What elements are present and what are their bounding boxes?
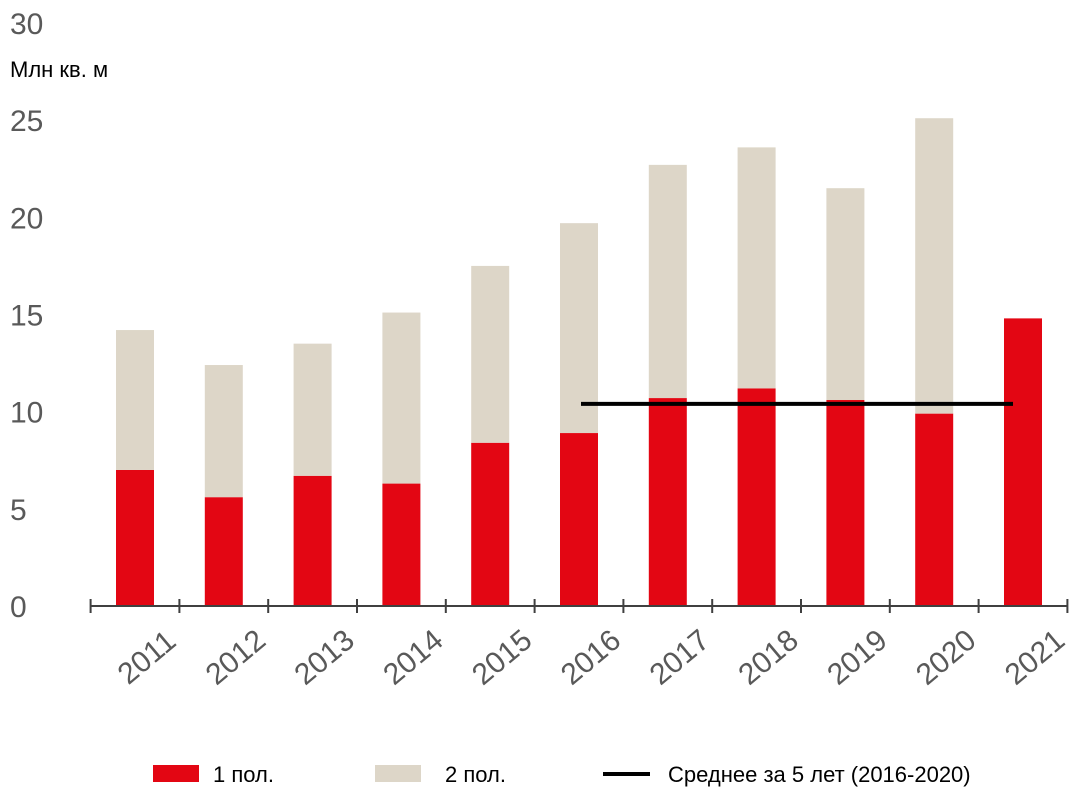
bar-2021-series-1 bbox=[1004, 318, 1042, 606]
x-tick-label-2016: 2016 bbox=[555, 623, 627, 691]
y-tick-label-5: 5 bbox=[10, 494, 27, 527]
bar-2011-series-1 bbox=[116, 469, 154, 606]
bar-2012-series-2 bbox=[204, 365, 243, 498]
x-tick-label-2018: 2018 bbox=[732, 623, 804, 691]
y-axis-ticks: 0 5 10 15 20 25 30 bbox=[10, 8, 43, 624]
x-tick-label-2012: 2012 bbox=[200, 623, 272, 691]
y-tick-label-15: 15 bbox=[10, 300, 43, 333]
bar-2018-series-2 bbox=[737, 147, 776, 389]
legend-swatch-series-1 bbox=[153, 765, 199, 782]
bar-2020-series-2 bbox=[915, 118, 954, 414]
x-tick-label-2014: 2014 bbox=[377, 623, 449, 691]
y-tick-label-20: 20 bbox=[10, 202, 43, 235]
legend-swatch-series-2 bbox=[375, 765, 421, 782]
bar-2014-series-1 bbox=[382, 483, 421, 606]
y-tick-label-30: 30 bbox=[10, 8, 43, 41]
bar-2013-series-1 bbox=[293, 475, 332, 606]
bar-2018-series-1 bbox=[737, 388, 776, 606]
bar-2019-series-1 bbox=[826, 400, 865, 606]
x-axis: 2011 2012 2013 2014 2015 2016 2017 2018 2019 2020… bbox=[89, 599, 1071, 692]
x-tick-label-2021: 2021 bbox=[999, 623, 1071, 691]
x-tick-label-2019: 2019 bbox=[821, 623, 893, 691]
bar-2016-series-1 bbox=[560, 433, 598, 606]
legend-label-series-1: 1 пол. bbox=[213, 762, 274, 787]
bar-2014-series-2 bbox=[382, 312, 421, 484]
bar-2012-series-1 bbox=[204, 497, 243, 606]
bar-2013-series-2 bbox=[293, 343, 332, 476]
bar-2011-series-2 bbox=[116, 330, 154, 470]
x-tick-label-2013: 2013 bbox=[288, 623, 360, 691]
legend-label-average-line: Среднее за 5 лет (2016-2020) bbox=[668, 762, 971, 787]
y-tick-label-25: 25 bbox=[10, 105, 43, 138]
x-tick-label-2017: 2017 bbox=[644, 623, 716, 691]
bars bbox=[116, 118, 1042, 606]
bar-2020-series-1 bbox=[915, 413, 954, 606]
legend: 1 пол. 2 пол. Среднее за 5 лет (2016-202… bbox=[153, 762, 971, 787]
y-tick-label-10: 10 bbox=[10, 397, 43, 430]
bar-2015-series-1 bbox=[471, 442, 510, 606]
bar-2017-series-1 bbox=[648, 398, 687, 606]
bar-2016-series-2 bbox=[560, 223, 598, 434]
bar-2019-series-2 bbox=[826, 188, 865, 401]
y-tick-label-0: 0 bbox=[10, 591, 27, 624]
y-axis-unit-label: Млн кв. м bbox=[10, 57, 108, 82]
x-tick-label-2015: 2015 bbox=[466, 623, 538, 691]
bar-2017-series-2 bbox=[648, 164, 687, 399]
legend-label-series-2: 2 пол. bbox=[445, 762, 506, 787]
x-tick-label-2020: 2020 bbox=[910, 623, 982, 691]
bar-2015-series-2 bbox=[471, 265, 510, 443]
x-tick-label-2011: 2011 bbox=[112, 624, 183, 691]
